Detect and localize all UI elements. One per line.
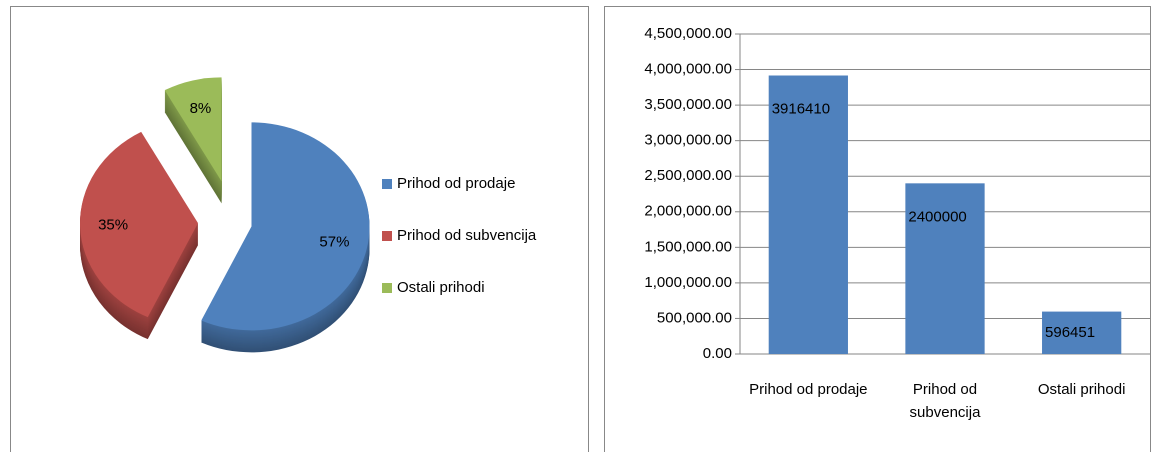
legend-label: Prihod od prodaje [397,175,515,192]
y-tick-label: 2,000,000.00 [644,203,732,220]
x-tick-label: Prihod od prodaje [749,381,868,398]
y-tick-label: 4,500,000.00 [644,25,732,42]
slice [164,77,222,182]
legend-swatch [382,231,392,241]
bar [905,183,985,354]
y-tick-label: 1,000,000.00 [644,274,732,291]
bar-panel [604,6,1151,452]
slice-label: 8% [190,100,212,117]
slice [201,122,370,331]
y-tick-label: 2,500,000.00 [644,167,732,184]
bar [1042,311,1122,354]
slice [80,131,199,318]
bar-label: 2400000 [908,208,966,225]
bar-label: 3916410 [772,100,830,117]
y-tick-label: 500,000.00 [657,309,732,326]
bar [768,75,848,355]
bar-label: 596451 [1045,324,1095,341]
y-tick-label: 3,000,000.00 [644,132,732,149]
slice-label: 57% [319,234,349,251]
legend-label: Ostali prihodi [397,279,485,296]
y-tick-label: 4,000,000.00 [644,61,732,78]
y-tick-label: 0.00 [703,345,732,362]
y-tick-label: 3,500,000.00 [644,96,732,113]
legend-swatch [382,283,392,293]
y-tick-label: 1,500,000.00 [644,238,732,255]
slice-label: 35% [98,216,128,233]
x-tick-label: Prihod od subvencija [909,381,981,421]
legend-swatch [382,179,392,189]
x-tick-label: Ostali prihodi [1037,381,1126,398]
legend-label: Prihod od subvencija [397,227,537,244]
